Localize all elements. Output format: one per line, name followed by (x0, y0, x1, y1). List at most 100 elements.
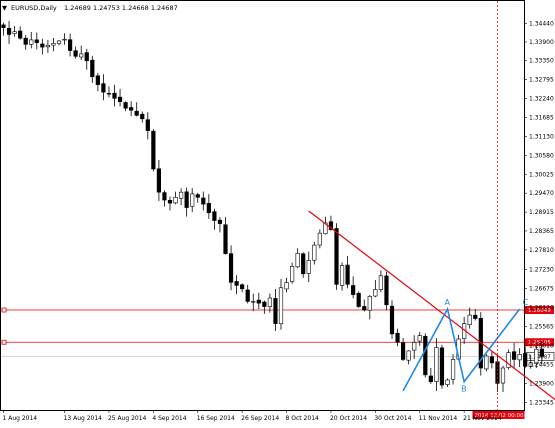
candle[interactable] (434, 338, 439, 391)
candle[interactable] (395, 328, 400, 347)
candle[interactable] (289, 262, 295, 284)
candle[interactable] (511, 342, 517, 369)
candle[interactable] (445, 378, 450, 387)
price-axis[interactable]: 1.34440 1.33900 1.33350 1.32795 1.32240 1.316… (524, 21, 554, 407)
candle[interactable] (517, 348, 522, 368)
candle[interactable] (179, 188, 184, 206)
level-handle-icon[interactable] (1, 307, 7, 313)
candle[interactable] (73, 46, 78, 59)
candle[interactable] (489, 351, 495, 369)
candle[interactable] (273, 288, 278, 332)
candle[interactable] (190, 188, 195, 213)
candle[interactable] (423, 333, 428, 378)
candle[interactable] (184, 187, 189, 217)
candle[interactable] (439, 344, 445, 389)
candle[interactable] (40, 38, 45, 55)
candle[interactable] (162, 190, 167, 207)
candle[interactable] (223, 217, 228, 255)
candle[interactable] (101, 74, 106, 101)
candle[interactable] (68, 33, 73, 57)
candle[interactable] (23, 35, 28, 50)
candle[interactable] (84, 48, 89, 70)
candle[interactable] (12, 26, 17, 37)
candle[interactable] (506, 349, 511, 370)
candle[interactable] (306, 251, 311, 283)
candle[interactable] (151, 129, 156, 172)
candle[interactable] (356, 291, 361, 308)
candle[interactable] (45, 40, 50, 54)
candle[interactable] (56, 40, 62, 46)
candle[interactable] (245, 284, 250, 304)
candle[interactable] (412, 335, 417, 359)
candle[interactable] (251, 293, 256, 312)
horizontal-levels[interactable]: 1.26049 1.25105 (1, 306, 554, 347)
abc-pattern[interactable]: A B C (402, 298, 529, 394)
descending-trendline[interactable] (308, 210, 555, 402)
candle[interactable] (267, 293, 273, 313)
candle[interactable] (134, 102, 139, 117)
candle[interactable] (295, 248, 300, 269)
candle[interactable] (201, 191, 206, 211)
candle[interactable] (417, 331, 422, 346)
candle[interactable] (384, 271, 389, 311)
candle[interactable] (534, 345, 539, 368)
candle[interactable] (284, 277, 289, 293)
candle[interactable] (484, 354, 489, 372)
candle[interactable] (301, 252, 306, 278)
candle[interactable] (339, 262, 345, 291)
candle[interactable] (500, 365, 506, 392)
candle[interactable] (51, 38, 56, 52)
candle[interactable] (6, 20, 12, 44)
candle[interactable] (345, 256, 350, 289)
candle[interactable] (217, 217, 223, 233)
candle[interactable] (450, 354, 456, 385)
candle[interactable] (106, 86, 112, 98)
candle[interactable] (362, 299, 367, 312)
candle[interactable] (539, 340, 544, 365)
candle[interactable] (167, 196, 173, 211)
symbol-menu-arrow-icon[interactable]: ▼ (2, 4, 7, 12)
level-handle-icon[interactable] (1, 339, 7, 345)
candle[interactable] (212, 208, 217, 230)
candle[interactable] (79, 45, 84, 61)
candle[interactable] (123, 101, 128, 112)
candle[interactable] (156, 160, 162, 201)
candle[interactable] (195, 192, 200, 203)
candle[interactable] (62, 33, 67, 45)
candle[interactable] (428, 368, 433, 384)
candle[interactable] (262, 300, 267, 314)
candles[interactable] (1, 20, 544, 392)
candle[interactable] (373, 280, 378, 298)
candle[interactable] (240, 283, 245, 293)
candle[interactable] (90, 55, 95, 83)
candle[interactable] (312, 241, 317, 265)
candle[interactable] (29, 31, 34, 49)
candle[interactable] (140, 111, 145, 123)
candle[interactable] (378, 270, 384, 293)
time-axis[interactable]: 1 Aug 2014 13 Aug 2014 25 Aug 2014 4 Sep 20… (3, 410, 502, 422)
candle[interactable] (367, 294, 372, 320)
candle[interactable] (34, 32, 39, 50)
pattern-polyline[interactable] (402, 306, 521, 392)
candle[interactable] (206, 194, 211, 219)
candle[interactable] (173, 191, 178, 205)
candle[interactable] (256, 292, 261, 310)
candle[interactable] (389, 300, 395, 339)
candle[interactable] (117, 88, 123, 107)
candle[interactable] (18, 26, 23, 40)
candle[interactable] (351, 276, 356, 299)
candle[interactable] (334, 223, 339, 290)
candle[interactable] (112, 84, 117, 107)
candle[interactable] (406, 350, 411, 365)
candle[interactable] (228, 245, 234, 291)
candle[interactable] (323, 216, 328, 235)
candle[interactable] (234, 275, 239, 295)
candle[interactable] (400, 338, 406, 362)
candle[interactable] (473, 309, 478, 321)
candle[interactable] (317, 229, 322, 249)
candle[interactable] (528, 354, 533, 369)
candle[interactable] (1, 22, 6, 36)
candle[interactable] (95, 72, 100, 92)
candle[interactable] (129, 101, 134, 117)
